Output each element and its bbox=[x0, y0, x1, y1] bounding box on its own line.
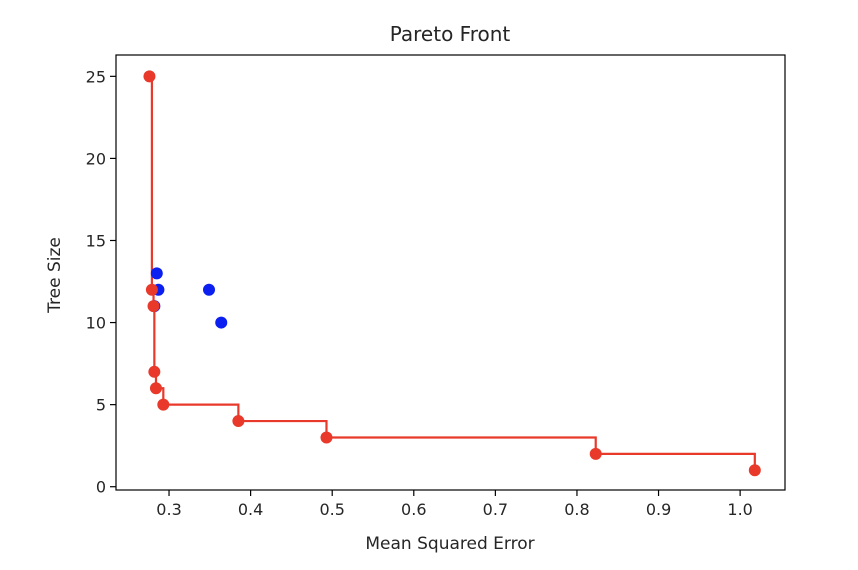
candidate-point bbox=[215, 316, 228, 329]
y-tick-label: 10 bbox=[86, 314, 106, 333]
x-axis-label: Mean Squared Error bbox=[365, 534, 534, 554]
pareto-point bbox=[589, 447, 602, 460]
x-tick-label: 0.6 bbox=[401, 500, 426, 519]
plot-area bbox=[143, 70, 761, 477]
plot-frame bbox=[115, 54, 786, 491]
x-tick-label: 0.4 bbox=[238, 500, 263, 519]
pareto-point bbox=[157, 398, 170, 411]
y-tick-label: 5 bbox=[96, 396, 106, 415]
y-axis-label: Tree Size bbox=[45, 237, 65, 314]
y-tick-label: 20 bbox=[86, 149, 106, 168]
pareto-point bbox=[145, 283, 158, 296]
x-tick-label: 0.9 bbox=[646, 500, 671, 519]
x-tick-label: 0.3 bbox=[156, 500, 181, 519]
y-tick-label: 25 bbox=[86, 67, 106, 86]
x-tick-label: 1.0 bbox=[727, 500, 752, 519]
y-axis: 0 5 10 15 20 25 bbox=[86, 67, 116, 497]
x-tick-label: 0.7 bbox=[483, 500, 508, 519]
pareto-point bbox=[148, 365, 161, 378]
pareto-point bbox=[320, 431, 333, 444]
x-axis: 0.3 0.4 0.5 0.6 0.7 0.8 0.9 1.0 bbox=[156, 490, 753, 519]
pareto-point bbox=[147, 300, 160, 313]
pareto-point bbox=[143, 70, 156, 83]
pareto-point bbox=[149, 382, 162, 395]
y-tick-label: 15 bbox=[86, 231, 106, 250]
pareto-point bbox=[232, 415, 245, 428]
chart-title: Pareto Front bbox=[390, 22, 511, 46]
pareto-step-line bbox=[149, 75, 756, 471]
pareto-point bbox=[748, 464, 761, 477]
y-tick-label: 0 bbox=[96, 478, 106, 497]
x-tick-label: 0.8 bbox=[564, 500, 589, 519]
candidate-point bbox=[150, 267, 163, 280]
x-tick-label: 0.5 bbox=[319, 500, 344, 519]
candidate-point bbox=[203, 283, 216, 296]
